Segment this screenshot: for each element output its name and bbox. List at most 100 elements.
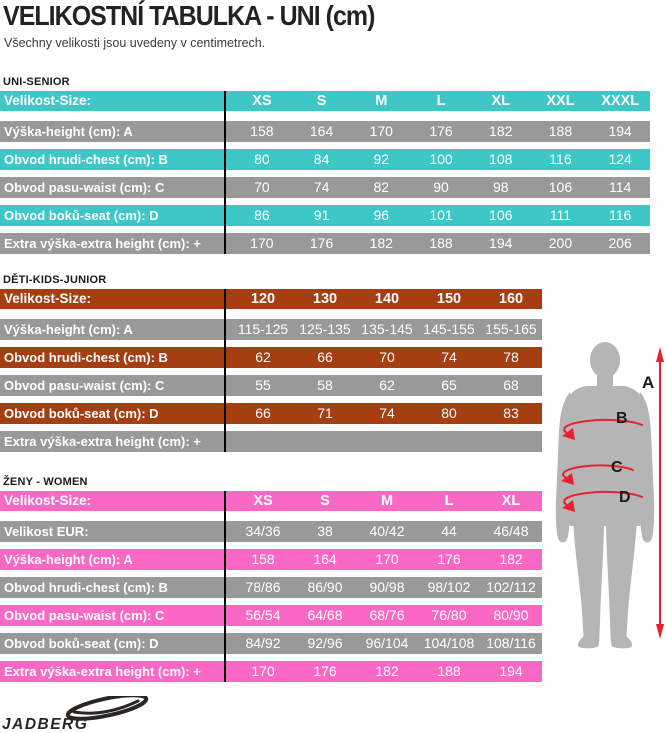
value-cell: 164 — [309, 123, 334, 139]
value-cell: 58 — [317, 377, 333, 393]
row-cells: 84/92 92/96 96/104 104/108 108/116 — [232, 633, 542, 654]
row-label: Obvod boků-seat (cm): D — [4, 208, 159, 223]
page-title: VELIKOSTNÍ TABULKA - UNI (cm) — [3, 0, 375, 32]
value-cell: 84 — [313, 151, 330, 167]
section-label: DĚTI-KIDS-JUNIOR — [3, 274, 107, 286]
jadberg-logo: JADBERG ™ — [2, 696, 149, 732]
table-rows: Velikost-Size: XS S M L XL XXL XXXL Výška-height… — [0, 91, 650, 254]
row-label: Výška-height (cm): A — [4, 322, 133, 337]
section-label: ŽENY - WOMEN — [3, 476, 88, 488]
value-cell: 62 — [379, 377, 395, 393]
value-cell: 102/112 — [486, 579, 536, 595]
value-cell: 70 — [379, 349, 395, 365]
body-measurement-diagram: A B C D — [555, 342, 664, 649]
value-cell: 86 — [254, 207, 270, 223]
row-label: Obvod hrudi-chest (cm): B — [4, 350, 168, 365]
table-row: Obvod boků-seat (cm): D 66 71 74 80 83 — [0, 403, 542, 424]
label-waist: C — [611, 459, 623, 476]
value-cell — [418, 431, 480, 452]
table-row: Extra výška-extra height (cm): + — [0, 431, 542, 452]
chest-measure-ellipse — [563, 418, 643, 435]
table-row: Výška-height (cm): A 115-125 125-135 135-14… — [0, 319, 542, 340]
size-column-header: L — [436, 93, 446, 109]
size-column-header: 150 — [436, 291, 462, 307]
row-label: Obvod boků-seat (cm): D — [4, 636, 159, 651]
size-column-header: 130 — [312, 291, 338, 307]
table-rows: Velikost-Size: XS S M L XL Velikost EUR: 34/36 3… — [0, 491, 542, 682]
value-cell — [356, 431, 418, 452]
value-cell: 46/48 — [493, 523, 529, 539]
value-cell: 91 — [313, 207, 330, 223]
size-column-header: S — [316, 93, 327, 109]
table-row: Obvod hrudi-chest (cm): B 62 66 70 74 78 — [0, 347, 542, 368]
table-row: Obvod boků-seat (cm): D 84/92 92/96 96/104 1… — [0, 633, 542, 654]
size-column-header: L — [444, 493, 454, 509]
value-cell: 155-165 — [485, 321, 537, 337]
value-cell: 100 — [429, 151, 453, 167]
value-cell: 194 — [489, 235, 513, 251]
value-cell: 170 — [369, 123, 393, 139]
value-cell: 56/54 — [245, 607, 281, 623]
size-table-uni-senior: UNI-SENIOR Velikost-Size: XS S M L XL XXL XXXL V… — [0, 76, 650, 254]
row-label: Extra výška-extra height (cm): + — [4, 664, 201, 679]
value-cell: 188 — [548, 123, 573, 139]
table-row: Obvod pasu-waist (cm): C 70 74 82 90 98 106 114 — [0, 177, 650, 198]
value-cell: 188 — [429, 235, 453, 251]
column-divider-line — [224, 289, 226, 452]
value-cell: 62 — [255, 349, 271, 365]
table-row: Obvod pasu-waist (cm): C 56/54 64/68 68/76 7… — [0, 605, 542, 626]
row-cells: 34/36 38 40/42 44 46/48 — [232, 521, 542, 542]
value-cell: 176 — [313, 663, 337, 679]
row-cells: 120 130 140 150 160 — [232, 289, 542, 309]
row-label: Obvod hrudi-chest (cm): B — [4, 152, 168, 167]
row-cells: 80 84 92 100 108 116 124 — [232, 149, 650, 170]
value-cell: 176 — [437, 551, 461, 567]
value-cell: 170 — [250, 235, 274, 251]
row-cells — [232, 431, 542, 452]
row-cells: 158 164 170 176 182 188 194 — [232, 121, 650, 142]
value-cell: 164 — [313, 551, 337, 567]
size-column-header: XS — [253, 493, 273, 509]
size-column-header: M — [380, 493, 394, 509]
column-divider-line — [224, 491, 226, 682]
row-cells: 170 176 182 188 194 — [232, 661, 542, 682]
value-cell: 82 — [373, 179, 390, 195]
row-label: Velikost EUR: — [4, 524, 89, 539]
value-cell: 74 — [379, 405, 395, 421]
value-cell: 176 — [429, 123, 453, 139]
row-cells: XS S M L XL XXL XXXL — [232, 91, 650, 111]
table-header-row: Velikost-Size: XS S M L XL XXL XXXL — [0, 91, 650, 111]
section-label: UNI-SENIOR — [3, 76, 70, 88]
value-cell: 84/92 — [245, 635, 281, 651]
size-column-header: M — [375, 93, 388, 109]
page-subtitle: Všechny velikosti jsou uvedeny v centime… — [4, 36, 266, 50]
row-cells: 158 164 170 176 182 — [232, 549, 542, 570]
value-cell: 44 — [441, 523, 457, 539]
value-cell: 74 — [313, 179, 330, 195]
row-label: Obvod pasu-waist (cm): C — [4, 378, 165, 393]
value-cell: 86/90 — [307, 579, 343, 595]
value-cell: 64/68 — [307, 607, 343, 623]
row-label: Extra výška-extra height (cm): + — [4, 434, 201, 449]
table-row: Extra výška-extra height (cm): + 170 176 18… — [0, 661, 542, 682]
value-cell: 80 — [441, 405, 457, 421]
row-label: Výška-height (cm): A — [4, 552, 133, 567]
row-cells: 56/54 64/68 68/76 76/80 80/90 — [232, 605, 542, 626]
row-cells: 115-125 125-135 135-145 145-155 155-165 — [232, 319, 542, 340]
value-cell: 170 — [251, 663, 275, 679]
column-divider-line — [224, 91, 226, 254]
value-cell: 182 — [375, 663, 399, 679]
value-cell: 108 — [489, 151, 513, 167]
value-cell: 194 — [499, 663, 523, 679]
value-cell: 98/102 — [427, 579, 471, 595]
row-label: Obvod boků-seat (cm): D — [4, 406, 159, 421]
value-cell: 40/42 — [369, 523, 405, 539]
table-header-row: Velikost-Size: XS S M L XL — [0, 491, 542, 511]
table-row: Extra výška-extra height (cm): + 170 176 18… — [0, 233, 650, 254]
value-cell: 135-145 — [361, 321, 413, 337]
value-cell: 170 — [375, 551, 399, 567]
row-label: Extra výška-extra height (cm): + — [4, 236, 201, 251]
header-row-label: Velikost-Size: — [4, 93, 92, 108]
header-row-label: Velikost-Size: — [4, 291, 92, 306]
